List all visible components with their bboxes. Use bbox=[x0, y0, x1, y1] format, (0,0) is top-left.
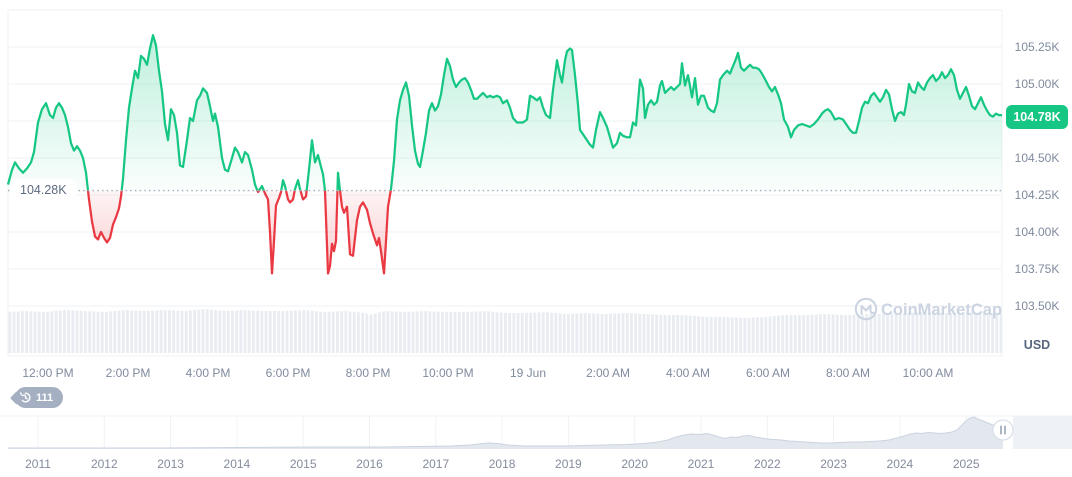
x-axis-label: 6:00 PM bbox=[265, 366, 311, 380]
year-label: 2025 bbox=[952, 457, 980, 471]
year-label: 2017 bbox=[422, 457, 450, 471]
navigator-area-outline bbox=[8, 416, 1004, 449]
handle-grip-icon bbox=[1004, 425, 1006, 435]
baseline-price-label: 104.28K bbox=[10, 178, 77, 202]
navigator-drag-handle[interactable] bbox=[992, 419, 1014, 441]
currency-unit-label: USD bbox=[1023, 338, 1051, 352]
y-axis-label: 105.25K bbox=[1014, 40, 1060, 54]
coinmarketcap-logo-m bbox=[860, 304, 875, 315]
x-axis-label: 8:00 AM bbox=[825, 366, 871, 380]
price-area-below-baseline bbox=[88, 190, 391, 274]
year-label: 2011 bbox=[25, 457, 51, 471]
x-axis-label: 10:00 PM bbox=[422, 366, 474, 380]
price-area-above-baseline bbox=[8, 35, 1002, 191]
year-label: 2015 bbox=[289, 457, 317, 471]
coinmarketcap-logo-icon bbox=[854, 297, 878, 321]
year-label: 2020 bbox=[621, 457, 649, 471]
year-label: 2016 bbox=[356, 457, 383, 471]
watermark-text: CoinMarketCap bbox=[881, 301, 1002, 319]
volume-bars bbox=[8, 309, 1002, 353]
year-label: 2022 bbox=[753, 457, 781, 471]
price-line-up bbox=[6, 34, 1002, 191]
y-axis-label: 104.50K bbox=[1014, 151, 1060, 165]
coinmarketcap-watermark: CoinMarketCap bbox=[854, 297, 1002, 321]
x-axis-label: 19 Jun bbox=[509, 366, 547, 380]
year-label: 2013 bbox=[157, 457, 184, 471]
x-axis-label: 2:00 AM bbox=[585, 366, 631, 380]
year-label: 2021 bbox=[687, 457, 715, 471]
x-axis-label: 10:00 AM bbox=[902, 366, 954, 380]
year-label: 2019 bbox=[555, 457, 582, 471]
x-axis-label: 8:00 PM bbox=[345, 366, 391, 380]
year-label: 2023 bbox=[820, 457, 847, 471]
navigator-area[interactable] bbox=[8, 417, 1003, 449]
handle-grip-icon bbox=[1000, 425, 1002, 435]
y-axis-label: 103.50K bbox=[1014, 299, 1060, 313]
year-label: 2012 bbox=[90, 457, 118, 471]
year-label: 2018 bbox=[488, 457, 516, 471]
plot-area[interactable] bbox=[8, 10, 1002, 356]
x-axis-label: 4:00 PM bbox=[185, 366, 231, 380]
history-annotations-badge[interactable]: 111 bbox=[15, 387, 64, 408]
year-label: 2014 bbox=[223, 457, 251, 471]
x-axis-label: 12:00 PM bbox=[22, 366, 74, 380]
y-axis-label: 105.00K bbox=[1014, 77, 1060, 91]
x-axis-label: 4:00 AM bbox=[665, 366, 711, 380]
history-clock-icon bbox=[20, 392, 31, 403]
current-price-badge: 104.78K bbox=[1006, 104, 1068, 129]
x-axis-label: 6:00 AM bbox=[745, 366, 791, 380]
history-count: 111 bbox=[36, 391, 54, 404]
y-axis-label: 104.00K bbox=[1014, 225, 1060, 239]
x-axis-label: 2:00 PM bbox=[105, 366, 151, 380]
navigator-unselected-region bbox=[1013, 416, 1072, 449]
y-axis-label: 104.25K bbox=[1014, 188, 1060, 202]
y-axis-label: 103.75K bbox=[1014, 262, 1060, 276]
year-label: 2024 bbox=[886, 457, 914, 471]
